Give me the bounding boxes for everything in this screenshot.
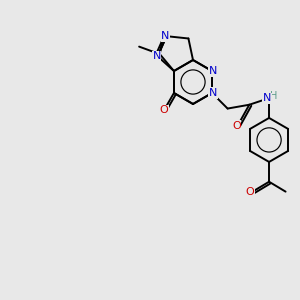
Text: N: N <box>209 66 217 76</box>
Text: N: N <box>263 93 271 103</box>
Text: H: H <box>270 91 278 101</box>
Text: O: O <box>159 105 168 115</box>
Text: N: N <box>209 88 217 98</box>
Text: N: N <box>161 31 170 41</box>
Text: O: O <box>232 121 241 130</box>
Text: N: N <box>152 51 161 61</box>
Text: O: O <box>245 187 254 196</box>
